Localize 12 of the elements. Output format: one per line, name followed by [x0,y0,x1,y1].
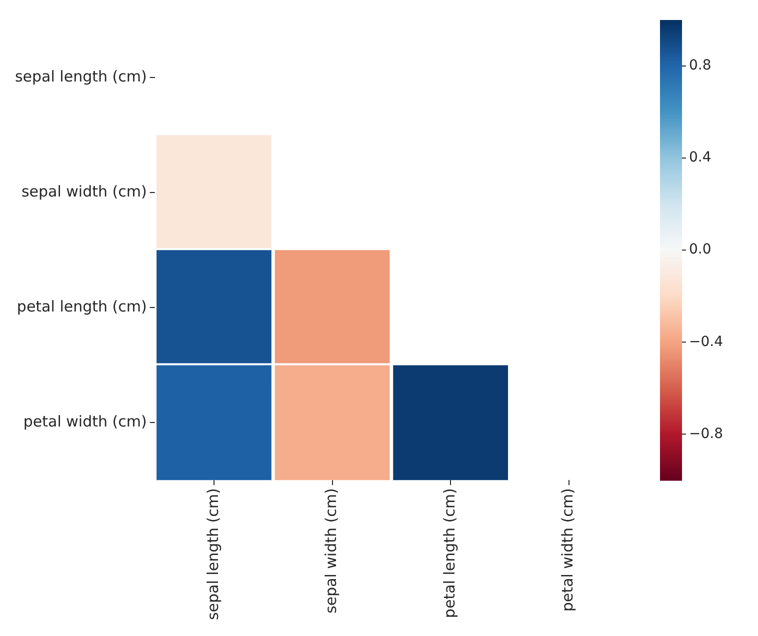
y-tick-label: petal length (cm) [16,297,147,316]
y-tick-label: sepal length (cm) [14,67,147,86]
x-tick-label: sepal width (cm) [322,488,340,614]
color-bar-label: 0.0 [689,242,712,258]
x-tick-label: petal length (cm) [440,488,458,618]
color-bar-label: 0.8 [689,58,712,74]
color-bar-label: 0.4 [689,150,712,166]
y-tick-label: petal width (cm) [23,412,147,431]
y-tick-label: sepal width (cm) [21,182,147,200]
color-bar-label: −0.4 [689,334,724,350]
x-tick-label: petal width (cm) [558,488,577,612]
color-bar-label: −0.8 [689,426,723,442]
